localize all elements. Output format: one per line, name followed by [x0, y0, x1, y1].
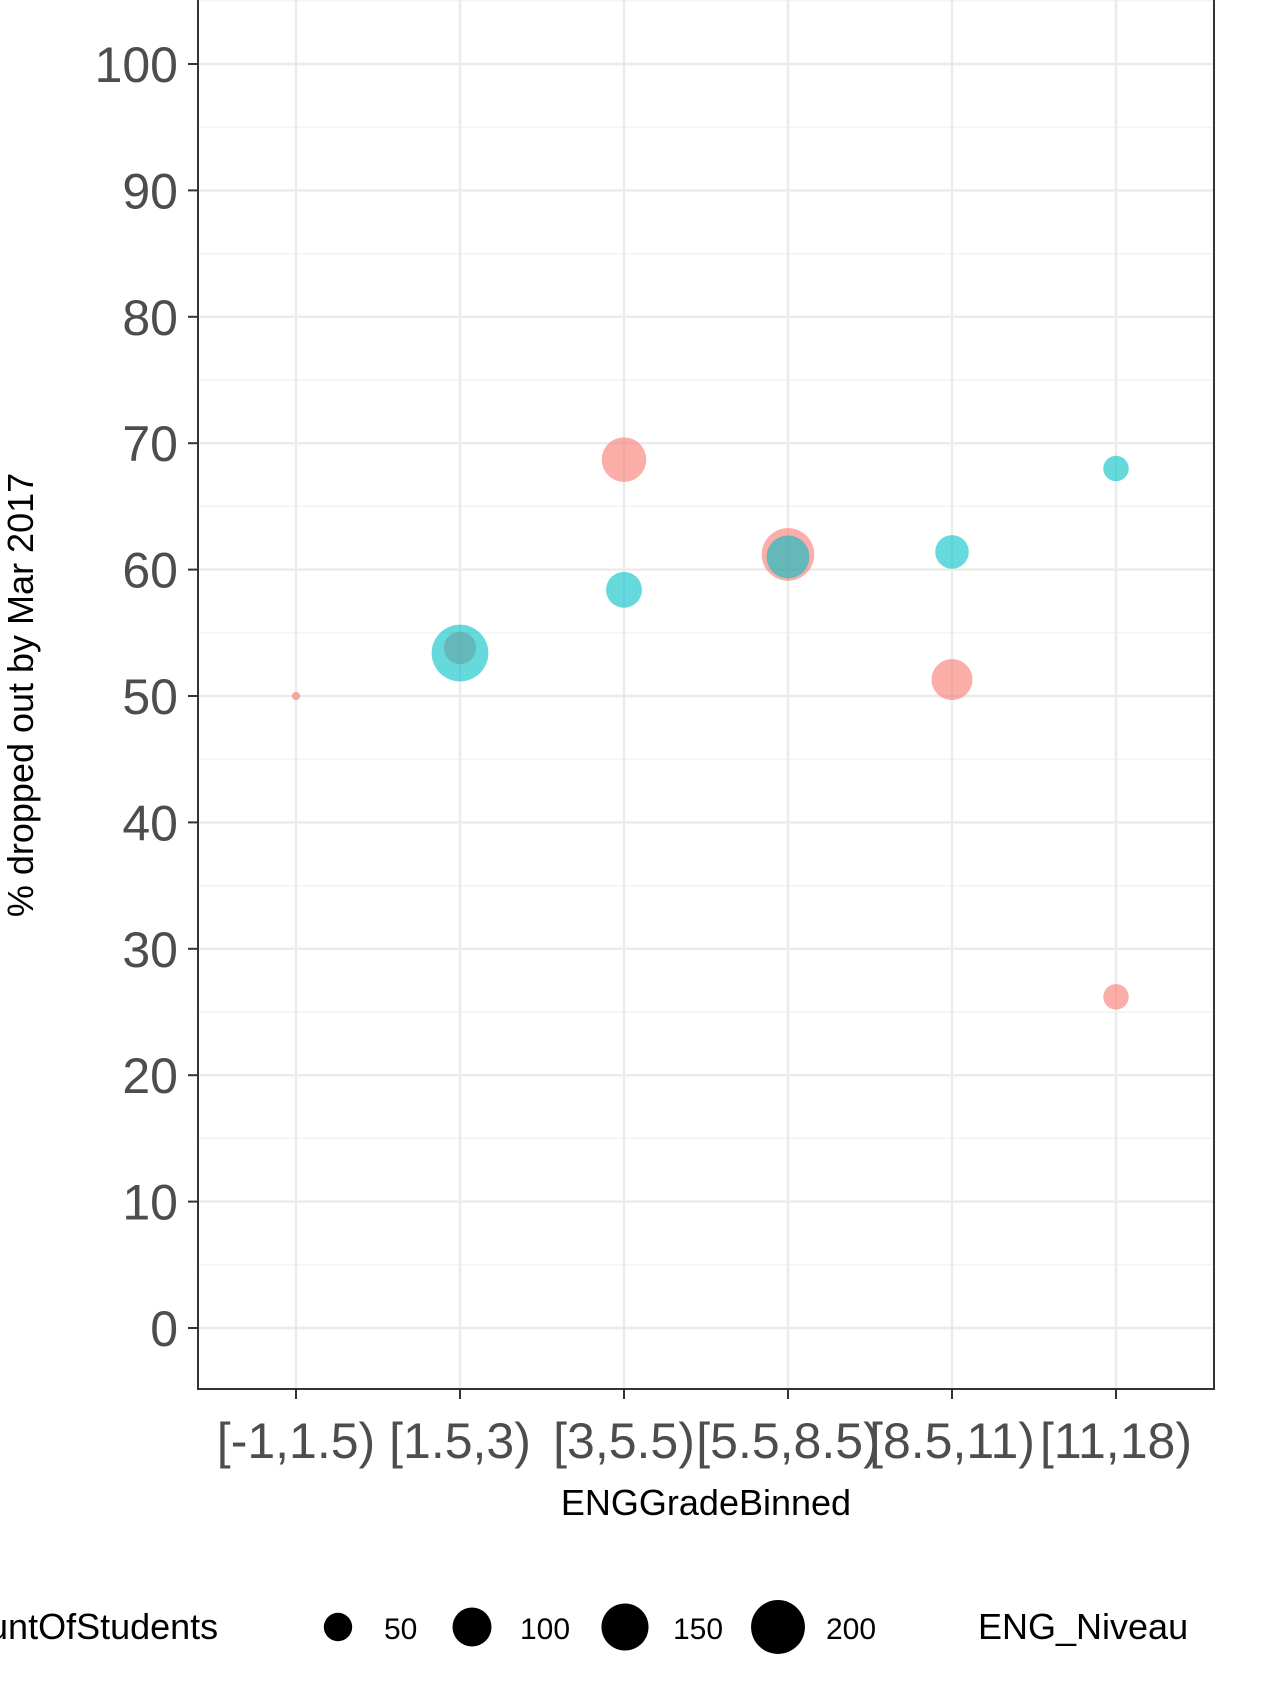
x-tick-label: [3,5.5): [553, 1413, 695, 1469]
x-axis: [-1,1.5) [1.5,3) [3,5.5) [5.5,8.5)[8.5,11)[…: [217, 1389, 1192, 1469]
data-points: [291, 437, 1129, 1010]
legend-size-key: [601, 1603, 649, 1651]
legend-size-label: 50: [384, 1613, 417, 1646]
legend-size-key: [751, 1600, 805, 1654]
y-tick-label: 70: [122, 416, 178, 472]
data-point: [935, 535, 969, 569]
y-tick-label: 80: [122, 290, 178, 346]
y-tick-label: 10: [122, 1175, 178, 1231]
y-tick-label: 0: [150, 1301, 178, 1357]
legend-size-label: 100: [520, 1613, 570, 1646]
y-tick-label: 60: [122, 543, 178, 599]
y-tick-label: 20: [122, 1048, 178, 1104]
y-tick-label: 30: [122, 922, 178, 978]
x-axis-title: ENGGradeBinned: [561, 1482, 851, 1523]
legend-size-title: CountOfStudents: [0, 1606, 218, 1647]
legend-size-key: [452, 1607, 492, 1647]
data-point: [606, 571, 642, 608]
legend-color-title: ENG_Niveau: [978, 1606, 1188, 1647]
legend-size-keys: 50 100 150 200: [323, 1600, 876, 1654]
legend-size-key: [323, 1612, 353, 1642]
y-tick-label: 40: [122, 795, 178, 851]
x-tick-label: [5.5,8.5): [696, 1413, 879, 1469]
major-gridlines: [198, 0, 1214, 1389]
data-point: [431, 624, 489, 682]
minor-gridlines: [198, 0, 1214, 1266]
y-axis-title: % dropped out by Mar 2017: [0, 473, 41, 917]
y-axis: 0 10 20 30 40 50 60 70 80 90 100: [95, 37, 198, 1357]
data-point: [931, 659, 973, 701]
data-point: [291, 691, 301, 701]
data-point: [766, 535, 810, 579]
panel-border: [197, 0, 1215, 1390]
x-tick-label: [1.5,3): [389, 1413, 531, 1469]
data-point: [1103, 455, 1129, 482]
panel-background: [198, 0, 1214, 1389]
legend-size-label: 200: [826, 1613, 876, 1646]
data-point: [1103, 984, 1129, 1010]
x-tick-label: [11,18): [1040, 1413, 1192, 1469]
x-tick-label: [-1,1.5): [217, 1413, 375, 1469]
data-point: [601, 437, 647, 482]
y-tick-label: 100: [95, 37, 178, 93]
legend-size-label: 150: [673, 1613, 723, 1646]
y-tick-label: 50: [122, 669, 178, 725]
y-tick-label: 90: [122, 163, 178, 219]
x-tick-label: [8.5,11): [869, 1413, 1035, 1469]
legend: CountOfStudents 50 100 150 200 ENG_Niveau: [0, 1600, 1188, 1654]
